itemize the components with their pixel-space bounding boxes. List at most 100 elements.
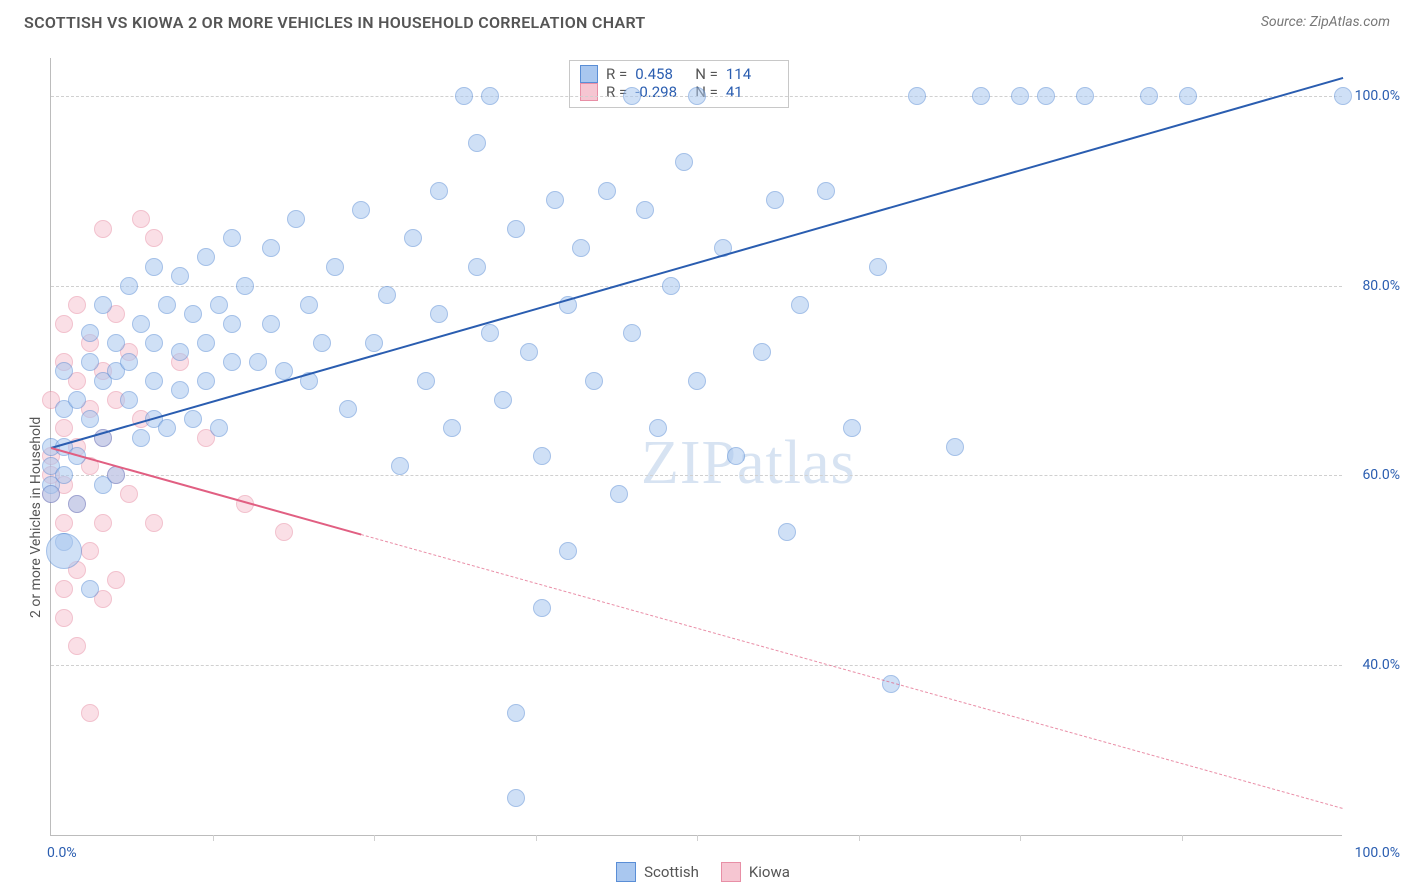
data-point — [688, 372, 706, 390]
data-point — [197, 334, 215, 352]
data-point — [223, 229, 241, 247]
data-point — [132, 210, 150, 228]
bottom-legend: Scottish Kiowa — [0, 862, 1406, 882]
source-attribution: Source: ZipAtlas.com — [1261, 14, 1390, 30]
data-point — [94, 296, 112, 314]
data-point — [249, 353, 267, 371]
data-point — [778, 523, 796, 541]
plot-area: ZIPatlas R = 0.458 N = 114 R = -0.298 N … — [50, 58, 1342, 836]
data-point — [753, 343, 771, 361]
data-point — [145, 372, 163, 390]
data-point — [46, 533, 82, 569]
data-point — [417, 372, 435, 390]
data-point — [1179, 87, 1197, 105]
watermark: ZIPatlas — [641, 428, 856, 499]
data-point — [94, 220, 112, 238]
legend-item-kiowa: Kiowa — [721, 862, 790, 882]
data-point — [326, 258, 344, 276]
stats-label: N = — [695, 65, 718, 83]
x-tick — [697, 835, 698, 841]
data-point — [623, 87, 641, 105]
data-point — [68, 495, 86, 513]
kiowa-swatch-icon — [580, 83, 598, 101]
chart-title: SCOTTISH VS KIOWA 2 OR MORE VEHICLES IN … — [24, 13, 646, 32]
data-point — [287, 210, 305, 228]
data-point — [81, 704, 99, 722]
data-point — [520, 343, 538, 361]
data-point — [275, 523, 293, 541]
data-point — [817, 182, 835, 200]
y-tick-label: 80.0% — [1362, 278, 1400, 294]
scottish-swatch-icon — [580, 65, 598, 83]
data-point — [262, 239, 280, 257]
data-point — [313, 334, 331, 352]
data-point — [688, 87, 706, 105]
data-point — [107, 466, 125, 484]
data-point — [55, 362, 73, 380]
data-point — [1037, 87, 1055, 105]
kiowa-n-value: 41 — [726, 83, 778, 101]
data-point — [662, 277, 680, 295]
y-tick-label: 60.0% — [1362, 467, 1400, 483]
data-point — [55, 315, 73, 333]
data-point — [120, 391, 138, 409]
x-tick-label: 100.0% — [1355, 845, 1400, 861]
data-point — [210, 296, 228, 314]
data-point — [171, 381, 189, 399]
data-point — [145, 229, 163, 247]
data-point — [158, 419, 176, 437]
data-point — [68, 637, 86, 655]
data-point — [184, 410, 202, 428]
data-point — [727, 447, 745, 465]
data-point — [533, 599, 551, 617]
data-point — [1011, 87, 1029, 105]
data-point — [55, 609, 73, 627]
gridline — [51, 665, 1342, 666]
data-point — [145, 514, 163, 532]
data-point — [455, 87, 473, 105]
data-point — [404, 229, 422, 247]
data-point — [766, 191, 784, 209]
kiowa-swatch-icon — [721, 862, 741, 882]
data-point — [68, 296, 86, 314]
data-point — [649, 419, 667, 437]
data-point — [81, 580, 99, 598]
data-point — [197, 248, 215, 266]
data-point — [481, 324, 499, 342]
y-axis-label: 2 or more Vehicles in Household — [28, 417, 44, 618]
stats-row-scottish: R = 0.458 N = 114 — [580, 65, 778, 83]
legend-label: Kiowa — [749, 863, 790, 881]
data-point — [843, 419, 861, 437]
data-point — [339, 400, 357, 418]
scottish-swatch-icon — [616, 862, 636, 882]
data-point — [107, 334, 125, 352]
data-point — [494, 391, 512, 409]
data-point — [81, 324, 99, 342]
data-point — [81, 542, 99, 560]
data-point — [481, 87, 499, 105]
data-point — [94, 514, 112, 532]
data-point — [946, 438, 964, 456]
data-point — [533, 447, 551, 465]
data-point — [972, 87, 990, 105]
data-point — [81, 353, 99, 371]
data-point — [572, 239, 590, 257]
data-point — [120, 485, 138, 503]
y-tick-label: 100.0% — [1355, 88, 1400, 104]
data-point — [223, 353, 241, 371]
data-point — [391, 457, 409, 475]
data-point — [42, 485, 60, 503]
data-point — [236, 277, 254, 295]
data-point — [197, 372, 215, 390]
data-point — [120, 353, 138, 371]
data-point — [81, 410, 99, 428]
scottish-r-value: 0.458 — [635, 65, 687, 83]
data-point — [132, 315, 150, 333]
data-point — [507, 704, 525, 722]
data-point — [184, 305, 202, 323]
data-point — [171, 343, 189, 361]
data-point — [623, 324, 641, 342]
data-point — [1140, 87, 1158, 105]
data-point — [468, 258, 486, 276]
data-point — [365, 334, 383, 352]
